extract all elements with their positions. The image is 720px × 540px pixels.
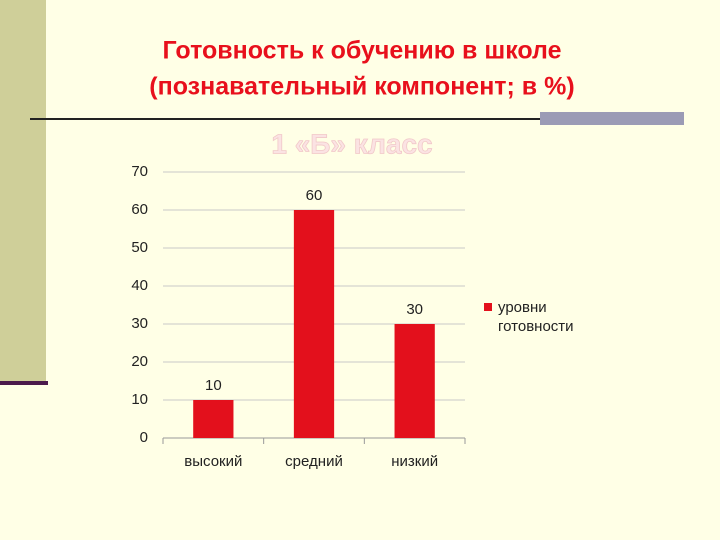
y-tick-label: 30 <box>131 315 148 332</box>
divider-block <box>540 112 684 125</box>
x-tick-label: низкий <box>391 453 438 470</box>
data-label: 60 <box>306 187 323 204</box>
bar <box>394 324 435 438</box>
y-tick-label: 20 <box>131 353 148 370</box>
y-tick-label: 50 <box>131 239 148 256</box>
legend-key <box>484 303 492 311</box>
x-tick-label: высокий <box>184 453 242 470</box>
y-tick-label: 70 <box>131 163 148 180</box>
slide-title: Готовность к обучению в школе <box>163 37 562 65</box>
bar <box>193 400 234 438</box>
side-bar <box>0 0 46 383</box>
slide-subtitle: (познавательный компонент; в %) <box>149 73 574 101</box>
x-tick-label: средний <box>285 453 343 470</box>
chart-title: 1 «Б» класс <box>271 128 432 159</box>
legend: уровни готовности <box>484 298 594 336</box>
data-label: 30 <box>406 301 423 318</box>
y-tick-label: 0 <box>140 429 148 446</box>
y-tick-label: 40 <box>131 277 148 294</box>
data-label: 10 <box>205 377 222 394</box>
bar <box>293 210 335 438</box>
side-bar-edge <box>0 381 48 385</box>
y-tick-label: 10 <box>131 391 148 408</box>
legend-label: уровни готовности <box>498 299 574 335</box>
y-tick-label: 60 <box>131 201 148 218</box>
